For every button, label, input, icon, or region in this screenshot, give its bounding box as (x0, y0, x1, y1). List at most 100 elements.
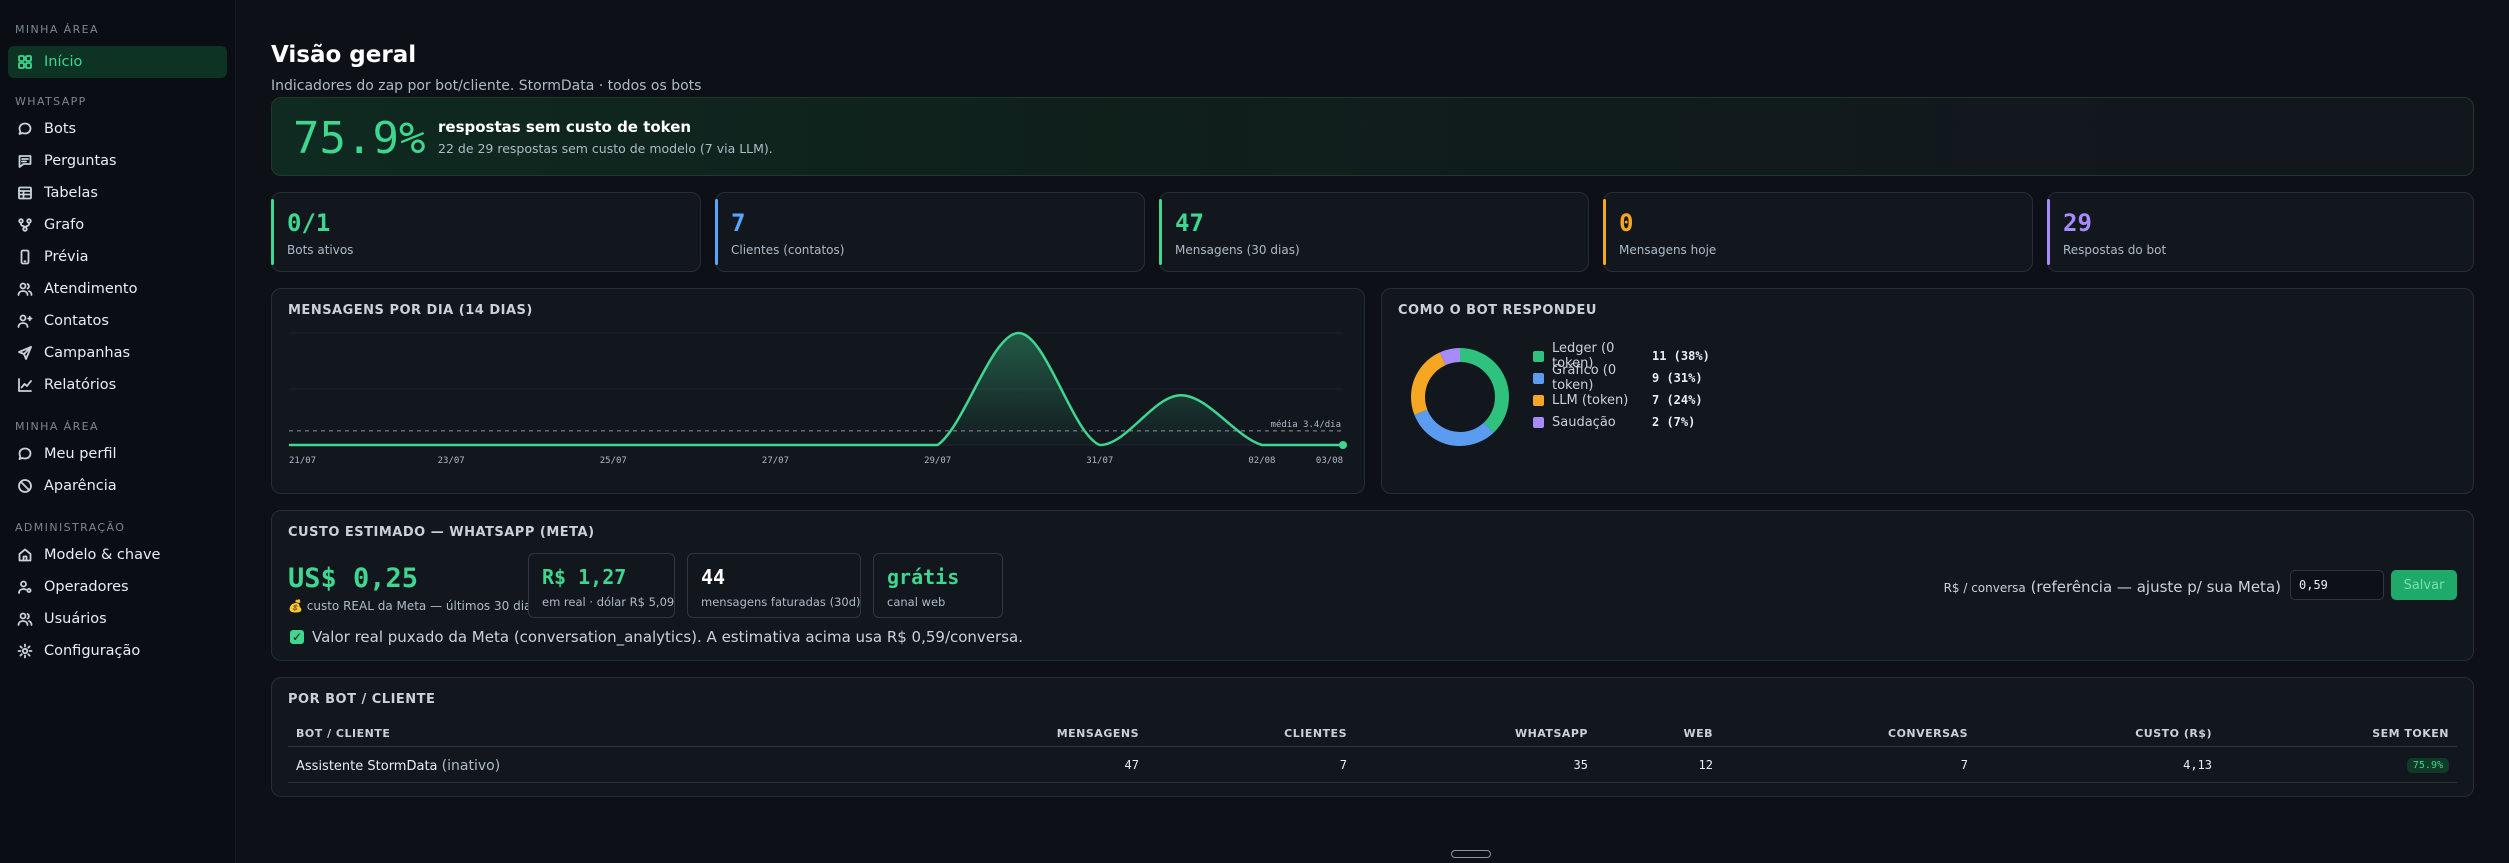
sidebar-item-label: Atendimento (44, 281, 138, 297)
sem-token-badge: 75.9% (2406, 758, 2449, 773)
sidebar-item-label: Perguntas (44, 153, 117, 169)
chart-x-tick-label: 23/07 (438, 456, 465, 466)
stat-card-mensagens-30d: 47 Mensagens (30 dias) (1159, 192, 1589, 272)
donut-slice (1411, 348, 1509, 446)
users-icon (16, 280, 34, 298)
donut-legend: Ledger (0 token) 11 (38%) Gráfico (0 tok… (1533, 341, 1710, 433)
column-header-custo: CUSTO (R$) (2135, 727, 2212, 740)
per-bot-table-card: POR BOT / CLIENTE BOT / CLIENTE MENSAGEN… (271, 677, 2474, 797)
sidebar-item-relatorios[interactable]: Relatórios (8, 369, 227, 401)
bot-response-breakdown-card: COMO O BOT RESPONDEU Ledger (0 token) 11… (1381, 288, 2474, 494)
sidebar-item-label: Grafo (44, 217, 85, 233)
hero-title: respostas sem custo de token (438, 118, 692, 136)
sidebar-item-aparencia[interactable]: Aparência (8, 470, 227, 502)
sidebar-item-atendimento[interactable]: Atendimento (8, 273, 227, 305)
palette-icon (16, 477, 34, 495)
billed-messages-label: mensagens faturadas (30d) (701, 595, 861, 609)
sidebar-item-modelo-chave[interactable]: Modelo & chave (8, 539, 227, 571)
check-icon: ✓ (290, 630, 304, 644)
chart-series-line (288, 331, 1343, 447)
rate-label-prefix: R$ / conversa (1943, 581, 2026, 595)
legend-item: Ledger (0 token) 11 (38%) (1533, 341, 1710, 371)
chart-x-tick-label: 02/08 (1248, 456, 1275, 466)
sidebar-item-perguntas[interactable]: Perguntas (8, 145, 227, 177)
cell-clientes: 7 (1339, 758, 1347, 772)
messages-per-day-chart: média 3.4/dia 21/07 23/07 25/07 27/07 29/07 31… (288, 331, 1347, 466)
cost-brl-value: R$ 1,27 (542, 565, 627, 589)
sidebar-item-operadores[interactable]: Operadores (8, 571, 227, 603)
stat-label: Bots ativos (287, 243, 354, 257)
sidebar-item-tabelas[interactable]: Tabelas (8, 177, 227, 209)
chart-x-tick-label: 25/07 (600, 456, 627, 466)
billed-messages-box: 44 mensagens faturadas (30d) (687, 553, 861, 618)
token-savings-hero: 75.9% respostas sem custo de token 22 de… (271, 97, 2474, 176)
resize-handle[interactable] (1451, 850, 1491, 858)
rate-per-conversation-input[interactable] (2290, 570, 2384, 600)
cell-conversas: 7 (1960, 758, 1968, 772)
sidebar-item-meu-perfil[interactable]: Meu perfil (8, 438, 227, 470)
stat-label: Clientes (contatos) (731, 243, 845, 257)
table-row-divider (288, 782, 2457, 783)
page-title: Visão geral (271, 42, 417, 68)
stat-accent-bar (2047, 199, 2050, 265)
gear-icon (16, 642, 34, 660)
chart-average-label: média 3.4/dia (1271, 419, 1341, 430)
legend-item: Gráfico (0 token) 9 (31%) (1533, 363, 1710, 393)
sidebar-item-bots[interactable]: Bots (8, 113, 227, 145)
legend-value: 7 (24%) (1652, 393, 1703, 407)
donut-title: COMO O BOT RESPONDEU (1398, 303, 1597, 318)
cell-bot-name[interactable]: Assistente StormData (inativo) (296, 758, 500, 774)
line-chart-icon (16, 376, 34, 394)
sidebar-item-configuracao[interactable]: Configuração (8, 635, 227, 667)
legend-swatch (1533, 394, 1544, 406)
stat-accent-bar (715, 199, 718, 265)
stat-card-bots-ativos: 0/1 Bots ativos (271, 192, 701, 272)
sidebar-item-grafo[interactable]: Grafo (8, 209, 227, 241)
legend-swatch (1533, 350, 1544, 362)
sidebar-item-inicio[interactable]: Início (8, 46, 227, 78)
sidebar-item-usuarios[interactable]: Usuários (8, 603, 227, 635)
sidebar-item-label: Prévia (44, 249, 89, 265)
web-channel-label: canal web (887, 595, 946, 609)
web-channel-value: grátis (887, 565, 960, 589)
stat-card-clientes: 7 Clientes (contatos) (715, 192, 1145, 272)
save-button[interactable]: Salvar (2391, 570, 2457, 600)
sidebar-item-previa[interactable]: Prévia (8, 241, 227, 273)
chart-x-tick-label: 31/07 (1086, 456, 1113, 466)
table-header-divider (288, 746, 2457, 747)
cost-usd-value: US$ 0,25 (288, 563, 419, 594)
git-branch-icon (16, 216, 34, 234)
sidebar-item-contatos[interactable]: Contatos (8, 305, 227, 337)
stat-card-mensagens-hoje: 0 Mensagens hoje (1603, 192, 2033, 272)
user-cog-icon (16, 578, 34, 596)
sidebar-item-campanhas[interactable]: Campanhas (8, 337, 227, 369)
cost-note: 💰 custo REAL da Meta — últimos 30 dias (288, 599, 538, 613)
contacts-icon (16, 312, 34, 330)
stat-value: 7 (731, 209, 746, 237)
hero-description: 22 de 29 respostas sem custo de modelo (… (438, 141, 773, 156)
legend-swatch (1533, 416, 1544, 428)
donut-slice (1411, 348, 1509, 446)
stat-accent-bar (271, 199, 274, 265)
page-subtitle: Indicadores do zap por bot/cliente. Stor… (271, 78, 702, 94)
sidebar-item-label: Configuração (44, 643, 141, 659)
legend-swatch (1533, 372, 1544, 384)
cost-title: CUSTO ESTIMADO — WHATSAPP (META) (288, 525, 595, 540)
column-header-bot: BOT / CLIENTE (296, 727, 391, 740)
sidebar-section-title: ADMINISTRAÇÃO (15, 521, 126, 534)
web-channel-box: grátis canal web (873, 553, 1003, 618)
sidebar-section-title: MINHA ÁREA (15, 420, 99, 433)
cell-web: 12 (1698, 758, 1713, 772)
chart-x-tick-label: 27/07 (762, 456, 789, 466)
table-title: POR BOT / CLIENTE (288, 692, 436, 707)
main-content: Visão geral Indicadores do zap por bot/c… (236, 0, 2509, 863)
stat-accent-bar (1159, 199, 1162, 265)
messages-per-day-card: MENSAGENS POR DIA (14 DIAS) média 3.4/di… (271, 288, 1365, 494)
column-header-whatsapp: WHATSAPP (1514, 727, 1588, 740)
billed-messages-value: 44 (701, 565, 726, 589)
stat-accent-bar (1603, 199, 1606, 265)
legend-value: 9 (31%) (1652, 371, 1703, 385)
sidebar-item-label: Modelo & chave (44, 547, 161, 563)
rate-label-suffix: (referência — ajuste p/ sua Meta) (2030, 578, 2281, 596)
legend-label: LLM (token) (1552, 392, 1629, 408)
